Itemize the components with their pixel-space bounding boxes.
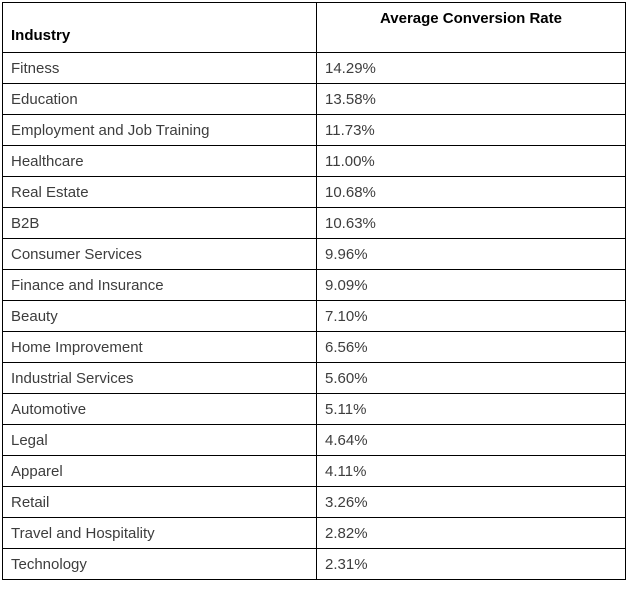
industry-cell: Fitness [2, 52, 317, 84]
industry-cell: Employment and Job Training [2, 114, 317, 146]
rate-cell: 9.96% [316, 238, 626, 270]
rate-cell: 2.82% [316, 517, 626, 549]
rate-cell: 4.11% [316, 455, 626, 487]
rate-column-header: Average Conversion Rate [316, 2, 626, 53]
rate-cell: 9.09% [316, 269, 626, 301]
industry-cell: Education [2, 83, 317, 115]
table-row: Industrial Services 5.60% [2, 362, 626, 394]
table-row: Education 13.58% [2, 83, 626, 115]
industry-cell: Retail [2, 486, 317, 518]
table-row: Legal 4.64% [2, 424, 626, 456]
table-row: Retail 3.26% [2, 486, 626, 518]
table-row: Technology 2.31% [2, 548, 626, 580]
industry-cell: Beauty [2, 300, 317, 332]
table-row: Travel and Hospitality 2.82% [2, 517, 626, 549]
header-row: Industry Average Conversion Rate [2, 2, 626, 53]
rate-cell: 11.73% [316, 114, 626, 146]
rate-cell: 14.29% [316, 52, 626, 84]
rate-cell: 2.31% [316, 548, 626, 580]
table-row: Employment and Job Training 11.73% [2, 114, 626, 146]
rate-cell: 7.10% [316, 300, 626, 332]
table-row: Beauty 7.10% [2, 300, 626, 332]
industry-cell: Legal [2, 424, 317, 456]
table-row: Apparel 4.11% [2, 455, 626, 487]
table-row: Finance and Insurance 9.09% [2, 269, 626, 301]
industry-cell: Healthcare [2, 145, 317, 177]
industry-column-header: Industry [2, 2, 317, 53]
industry-cell: Consumer Services [2, 238, 317, 270]
industry-cell: Industrial Services [2, 362, 317, 394]
industry-cell: Automotive [2, 393, 317, 425]
rate-cell: 3.26% [316, 486, 626, 518]
conversion-rate-table: Industry Average Conversion Rate Fitness… [2, 2, 626, 580]
rate-cell: 13.58% [316, 83, 626, 115]
rate-cell: 4.64% [316, 424, 626, 456]
industry-cell: Real Estate [2, 176, 317, 208]
industry-cell: Home Improvement [2, 331, 317, 363]
table-row: Consumer Services 9.96% [2, 238, 626, 270]
industry-cell: B2B [2, 207, 317, 239]
rate-cell: 6.56% [316, 331, 626, 363]
rate-cell: 11.00% [316, 145, 626, 177]
rate-cell: 5.60% [316, 362, 626, 394]
rate-cell: 10.63% [316, 207, 626, 239]
rate-cell: 5.11% [316, 393, 626, 425]
rate-cell: 10.68% [316, 176, 626, 208]
table-row: Real Estate 10.68% [2, 176, 626, 208]
industry-cell: Travel and Hospitality [2, 517, 317, 549]
table-row: Fitness 14.29% [2, 52, 626, 84]
table-row: Automotive 5.11% [2, 393, 626, 425]
industry-cell: Technology [2, 548, 317, 580]
table-row: Home Improvement 6.56% [2, 331, 626, 363]
industry-cell: Finance and Insurance [2, 269, 317, 301]
table-row: B2B 10.63% [2, 207, 626, 239]
table-row: Healthcare 11.00% [2, 145, 626, 177]
industry-cell: Apparel [2, 455, 317, 487]
